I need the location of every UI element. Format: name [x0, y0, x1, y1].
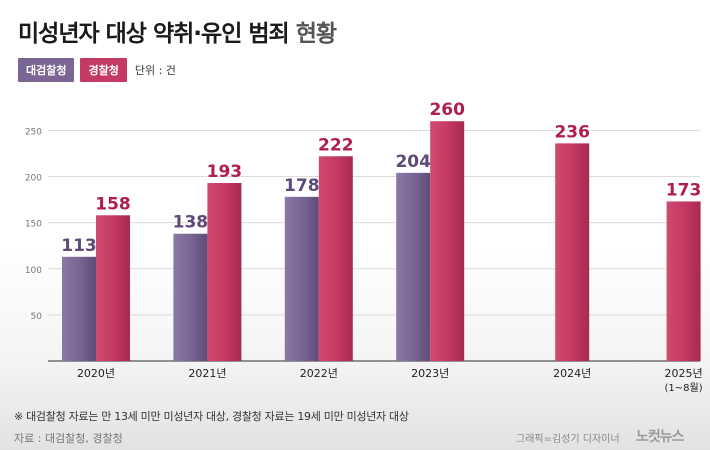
- bar-police: [555, 143, 590, 361]
- x-tick-label: 2024년: [553, 367, 591, 380]
- legend-police: 경찰청: [80, 58, 127, 82]
- source: 자료 : 대검찰청, 경찰청: [14, 432, 123, 445]
- chart-title: 미성년자 대상 약취·유인 범죄 현황: [18, 14, 337, 48]
- y-tick-label: 250: [25, 127, 42, 137]
- x-tick-label: 2023년: [411, 367, 449, 380]
- x-tick-label: 2025년: [665, 367, 703, 380]
- value-label-police: 193: [207, 162, 243, 182]
- grid-layer: 50 100 150 200 250: [25, 127, 700, 362]
- bar-prosecution: [173, 233, 208, 361]
- bars-layer: [62, 121, 701, 361]
- value-label-police: 236: [554, 122, 590, 142]
- legend-prosecution: 대검찰청: [18, 58, 75, 82]
- footnote: ※ 대검찰청 자료는 만 13세 미만 미성년자 대상, 경찰청 자료는 19세…: [14, 410, 409, 423]
- bar-police: [318, 156, 353, 361]
- value-label-police: 173: [666, 180, 702, 200]
- x-tick-label: 2020년: [77, 367, 115, 380]
- bar-prosecution: [284, 196, 319, 361]
- logo: 노컷뉴스: [636, 429, 685, 445]
- credit: 그래픽=김성기 디자이너: [516, 434, 620, 445]
- bar-police: [96, 215, 130, 361]
- bar-police: [666, 201, 701, 361]
- x-tick-note: (1~8월): [665, 382, 703, 394]
- bar-prosecution: [62, 256, 96, 361]
- bar-police: [430, 121, 465, 361]
- bar-prosecution: [396, 172, 431, 361]
- value-label-police: 222: [318, 135, 354, 155]
- value-label-police: 158: [95, 194, 131, 214]
- value-label-prosecution: 204: [395, 152, 431, 172]
- x-tick-label: 2022년: [300, 367, 338, 380]
- bar-police: [207, 183, 242, 361]
- title-main: 미성년자 대상 약취·유인 범죄: [18, 21, 290, 47]
- title-tail: 현황: [295, 21, 337, 47]
- x-tick-label: 2021년: [188, 367, 226, 380]
- y-tick-label: 50: [31, 312, 43, 322]
- value-label-police: 260: [429, 100, 465, 120]
- y-tick-label: 100: [25, 266, 42, 276]
- y-tick-label: 200: [25, 174, 42, 184]
- unit-label: 단위 : 건: [134, 64, 176, 77]
- y-tick-label: 150: [25, 220, 42, 230]
- value-label-prosecution: 138: [173, 213, 209, 233]
- value-label-prosecution: 178: [284, 176, 320, 196]
- labels-layer: 113 158 2020년 138 193 2021년 178 222 2022년 204 260 2…: [61, 100, 703, 394]
- legend: 대검찰청 경찰청 단위 : 건: [18, 58, 176, 82]
- value-label-prosecution: 113: [61, 236, 97, 256]
